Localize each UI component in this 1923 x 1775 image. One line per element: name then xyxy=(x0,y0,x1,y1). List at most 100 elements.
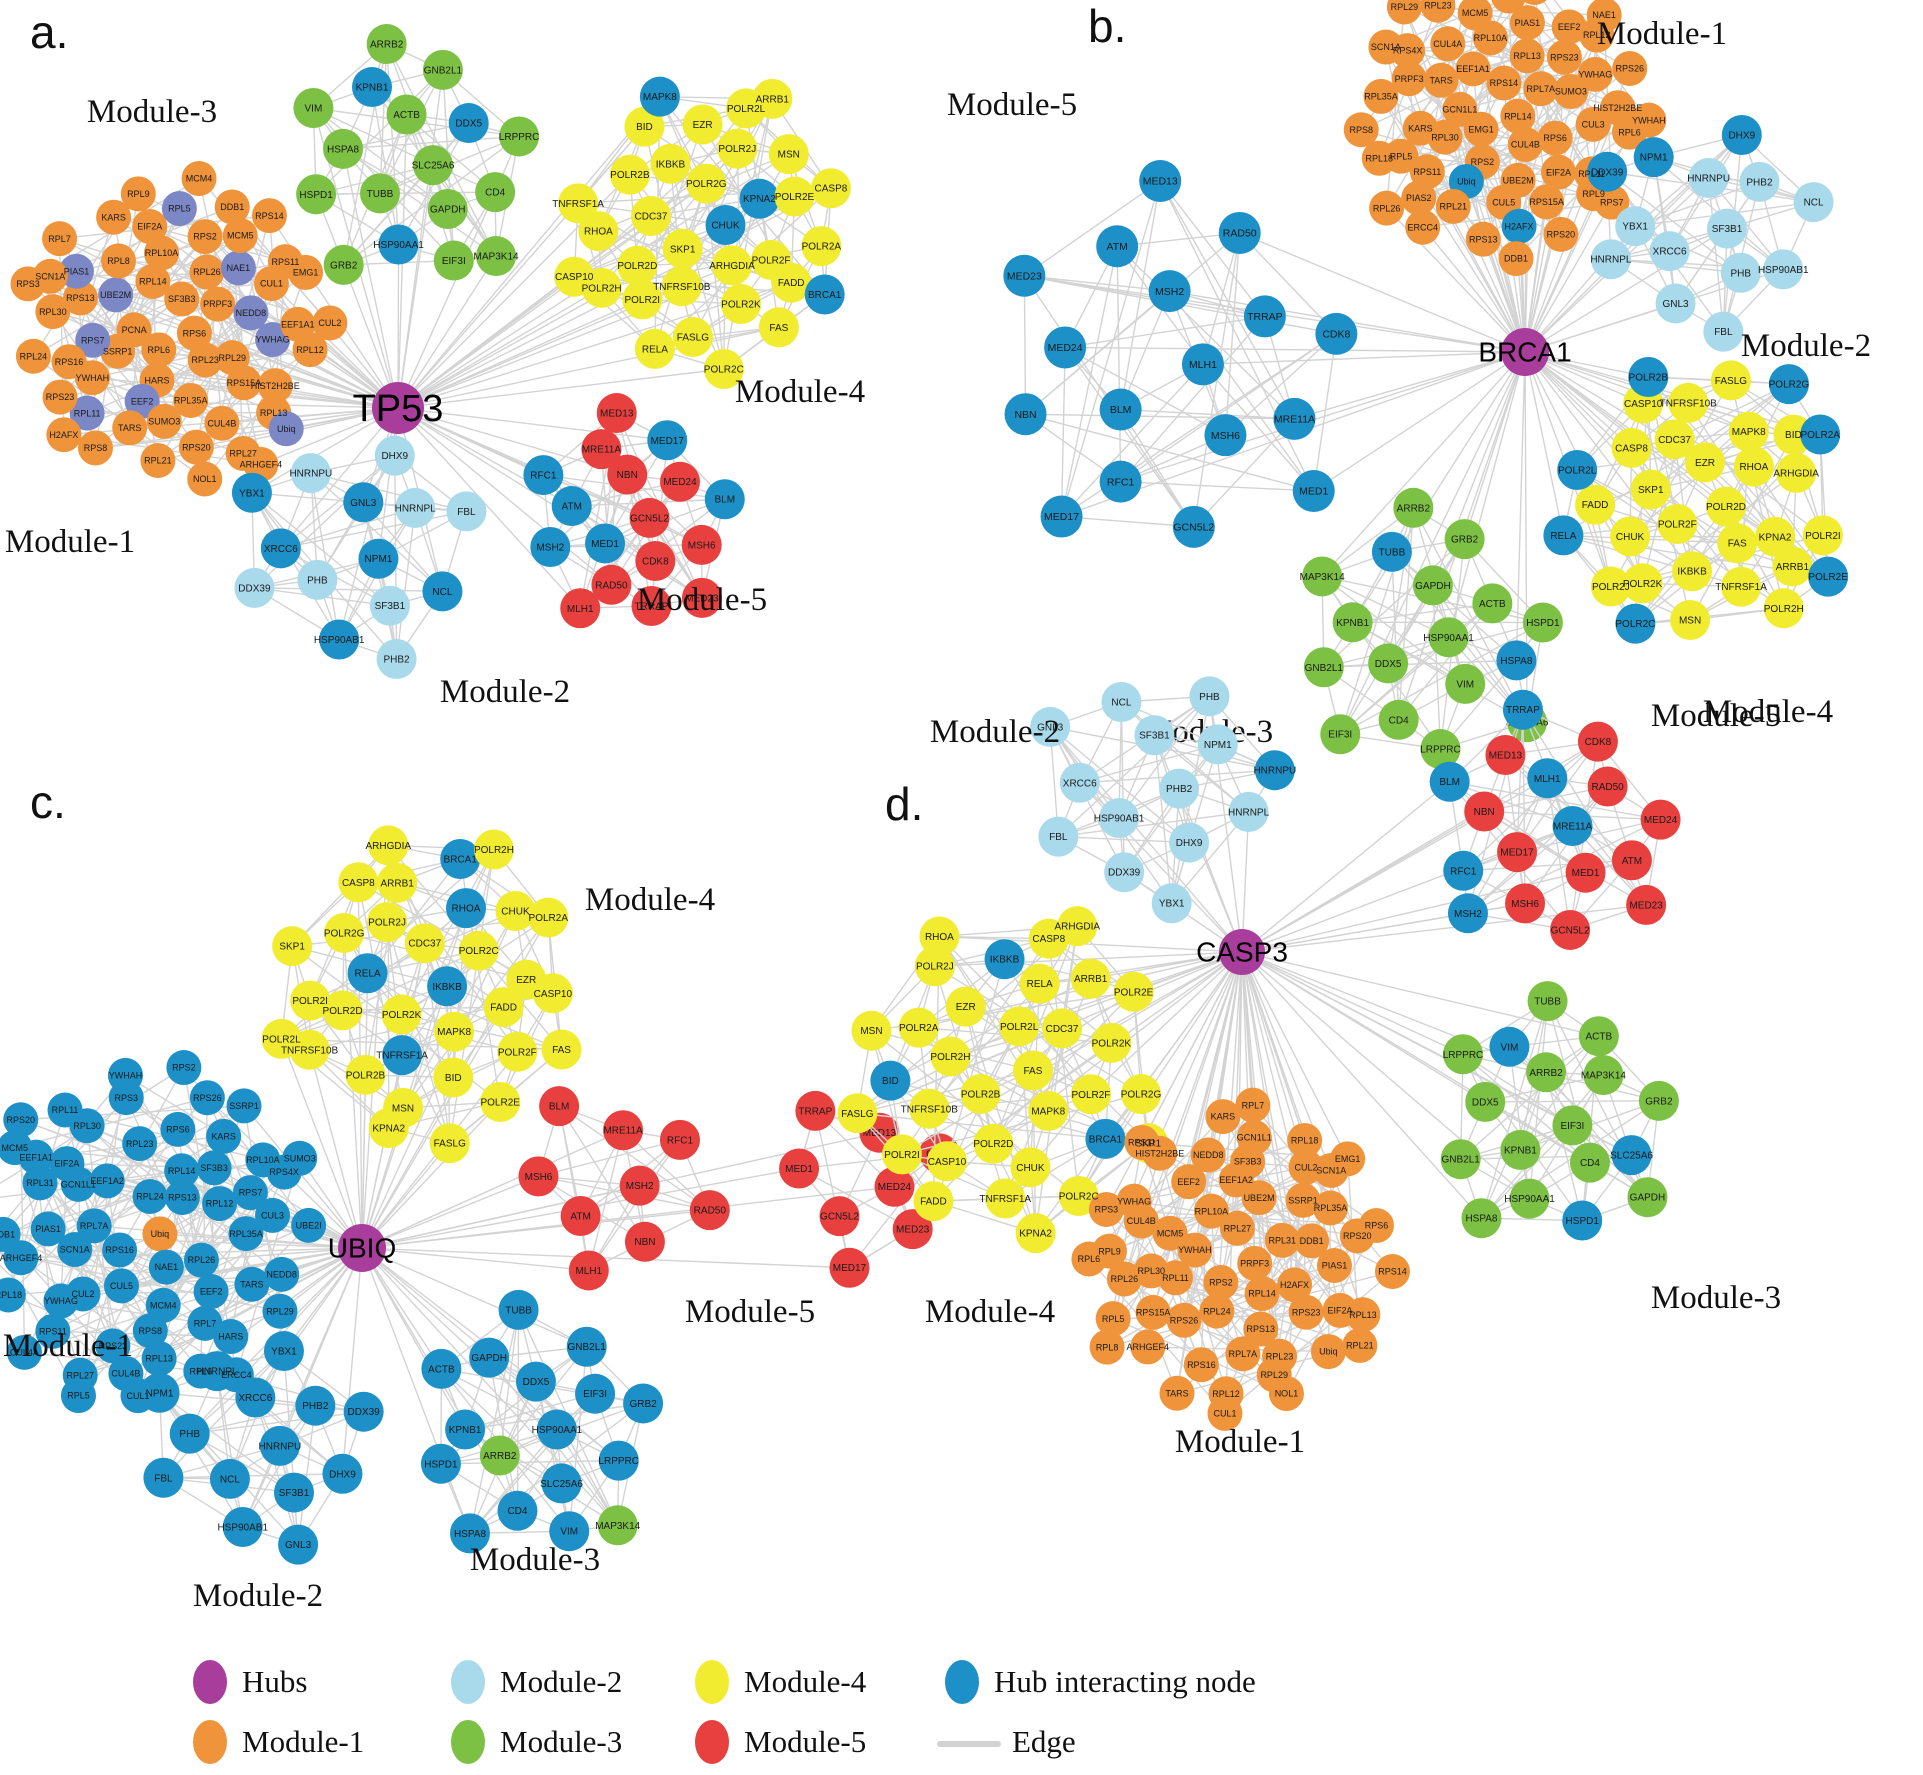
legend-swatch-module-1 xyxy=(193,1720,227,1764)
gene-label-gcn1l1: GCN1L1 xyxy=(1442,105,1477,115)
gene-label-tnfrsf1a: TNFRSF1A xyxy=(1715,582,1767,593)
gene-label-med17: MED17 xyxy=(1044,511,1079,523)
gene-label-casp8: CASP8 xyxy=(1032,934,1065,945)
gene-label-rps23: RPS23 xyxy=(99,1341,128,1351)
gene-node-nol1 xyxy=(187,461,223,497)
gene-node-rps26 xyxy=(1166,1302,1202,1338)
gene-label-rfc1: RFC1 xyxy=(667,1135,694,1146)
gene-label-sf3b3: SF3B3 xyxy=(1234,1157,1262,1167)
gene-label-sumo3: SUMO3 xyxy=(1555,87,1587,97)
gene-label-casp8: CASP8 xyxy=(342,878,375,889)
gene-node-fbl xyxy=(446,491,487,532)
edge xyxy=(1060,180,1161,518)
gene-label-rpl14: RPL14 xyxy=(168,1166,196,1176)
gene-label-rps13: RPS13 xyxy=(1246,1324,1275,1334)
gene-label-rpl18: RPL18 xyxy=(0,1290,22,1300)
hub-edge xyxy=(1447,351,1526,638)
gene-node-tnfrsf1a xyxy=(558,183,599,224)
gene-label-mre11a: MRE11A xyxy=(1274,414,1315,426)
hub-edge xyxy=(361,1074,367,1249)
gene-node-hspd1 xyxy=(296,174,337,215)
gene-label-rps26: RPS26 xyxy=(193,1093,222,1103)
gene-node-cdc37 xyxy=(1654,419,1695,460)
gene-label-polr2e: POLR2E xyxy=(1114,987,1154,998)
gene-node-rela xyxy=(634,328,675,369)
gene-node-ncl xyxy=(422,571,463,612)
gene-node-rps2 xyxy=(187,219,223,255)
gene-label-fas: FAS xyxy=(552,1045,571,1056)
edge xyxy=(253,587,444,593)
gene-label-polr2g: POLR2G xyxy=(1769,380,1810,391)
gene-node-rps13 xyxy=(1243,1311,1279,1347)
gene-label-arhgdia: ARHGDIA xyxy=(709,261,755,272)
gene-node-fas xyxy=(1717,523,1758,564)
gene-label-polr2k: POLR2K xyxy=(1092,1038,1132,1049)
gene-label-gnb2l1: GNB2L1 xyxy=(1305,663,1344,674)
edge xyxy=(312,107,449,210)
gene-label-tubb: TUBB xyxy=(1534,997,1561,1008)
gene-node-ybx1 xyxy=(263,1331,304,1372)
gene-label-grb2: GRB2 xyxy=(1645,1096,1673,1107)
gene-node-phb2 xyxy=(1739,161,1780,202)
gene-node-fas xyxy=(1012,1050,1053,1091)
gene-label-ddx39: DDX39 xyxy=(348,1407,381,1418)
gene-label-rhoa: RHOA xyxy=(584,227,613,238)
gene-label-ubiq: Ubiq xyxy=(151,1229,170,1239)
edge xyxy=(1323,659,1518,668)
edge xyxy=(1447,43,1566,58)
gene-label-chuk: CHUK xyxy=(711,220,740,231)
gene-node-phb2 xyxy=(1159,768,1200,809)
labels-layer-d: d. PHB2 HSP90AB1 SF3B1 DHX9 XRCC6 NPM1 DDX39 NCL… xyxy=(841,692,1781,1460)
gene-node-nol1 xyxy=(1268,1376,1304,1412)
gene-node-rpl30 xyxy=(1133,1253,1169,1289)
gene-node-hars xyxy=(1522,0,1547,5)
module-caption-module-4: Module-4 xyxy=(735,374,865,410)
gene-node-rpl29 xyxy=(262,1293,298,1329)
gene-label-fas: FAS xyxy=(1728,539,1747,550)
gene-node-ercc4 xyxy=(1405,209,1441,245)
gene-label-rpl11: RPL11 xyxy=(74,408,101,418)
gene-label-rpl10a: RPL10A xyxy=(246,1155,280,1165)
gene-node-ywhah xyxy=(1177,1232,1213,1268)
edge xyxy=(1480,1074,1605,1219)
edge xyxy=(571,505,703,599)
gene-label-rps16: RPS16 xyxy=(105,1245,134,1255)
gene-node-polr2l xyxy=(261,1018,302,1059)
gene-label-polr2j: POLR2J xyxy=(1592,582,1630,593)
hub-edge xyxy=(1202,351,1526,366)
edge xyxy=(342,135,520,150)
edge xyxy=(516,1393,596,1512)
gene-node-med17 xyxy=(1040,495,1083,538)
gene-node-gcn1l1 xyxy=(1236,1119,1272,1155)
gene-label-mapk8: MAPK8 xyxy=(437,1027,471,1038)
gene-label-mapk8: MAPK8 xyxy=(643,92,677,103)
gene-label-gnl3: GNL3 xyxy=(1662,299,1689,310)
gene-node-cd4 xyxy=(1569,1142,1610,1183)
legend-label-edge: Edge xyxy=(1012,1724,1076,1759)
gene-label-cul2: CUL2 xyxy=(1295,1162,1318,1172)
gene-node-polr2g xyxy=(686,163,727,204)
gene-label-rpl13: RPL13 xyxy=(145,1354,173,1364)
gene-node-rps20 xyxy=(1543,216,1579,252)
edge xyxy=(626,473,653,607)
gene-label-cdc37: CDC37 xyxy=(635,211,668,222)
gene-node-gapdh xyxy=(427,189,468,230)
legend-label-module-3: Module-3 xyxy=(500,1724,622,1759)
gene-node-rps6 xyxy=(1537,120,1573,156)
gene-node-rpl26 xyxy=(189,254,225,290)
gene-node-gcn5l2 xyxy=(1172,505,1215,548)
gene-label-rpl6: RPL6 xyxy=(148,345,171,355)
gene-node-polr2c xyxy=(703,348,744,389)
gene-node-phb xyxy=(169,1413,210,1454)
gene-node-xrcc6 xyxy=(1649,231,1690,272)
gene-node-blm xyxy=(1429,761,1470,802)
gene-label-map3k14: MAP3K14 xyxy=(1581,1071,1626,1082)
gene-label-eef1a1: EEF1A1 xyxy=(19,1152,53,1162)
gene-node-polr2k xyxy=(1622,563,1663,604)
gene-node-ikbkb xyxy=(984,939,1025,980)
gene-node-rad50 xyxy=(591,564,632,605)
gene-node-polr2h xyxy=(1763,588,1804,629)
gene-node-rpl18 xyxy=(1361,140,1397,176)
gene-label-ncl: NCL xyxy=(220,1474,240,1485)
gene-label-faslg: FASLG xyxy=(1715,376,1747,387)
